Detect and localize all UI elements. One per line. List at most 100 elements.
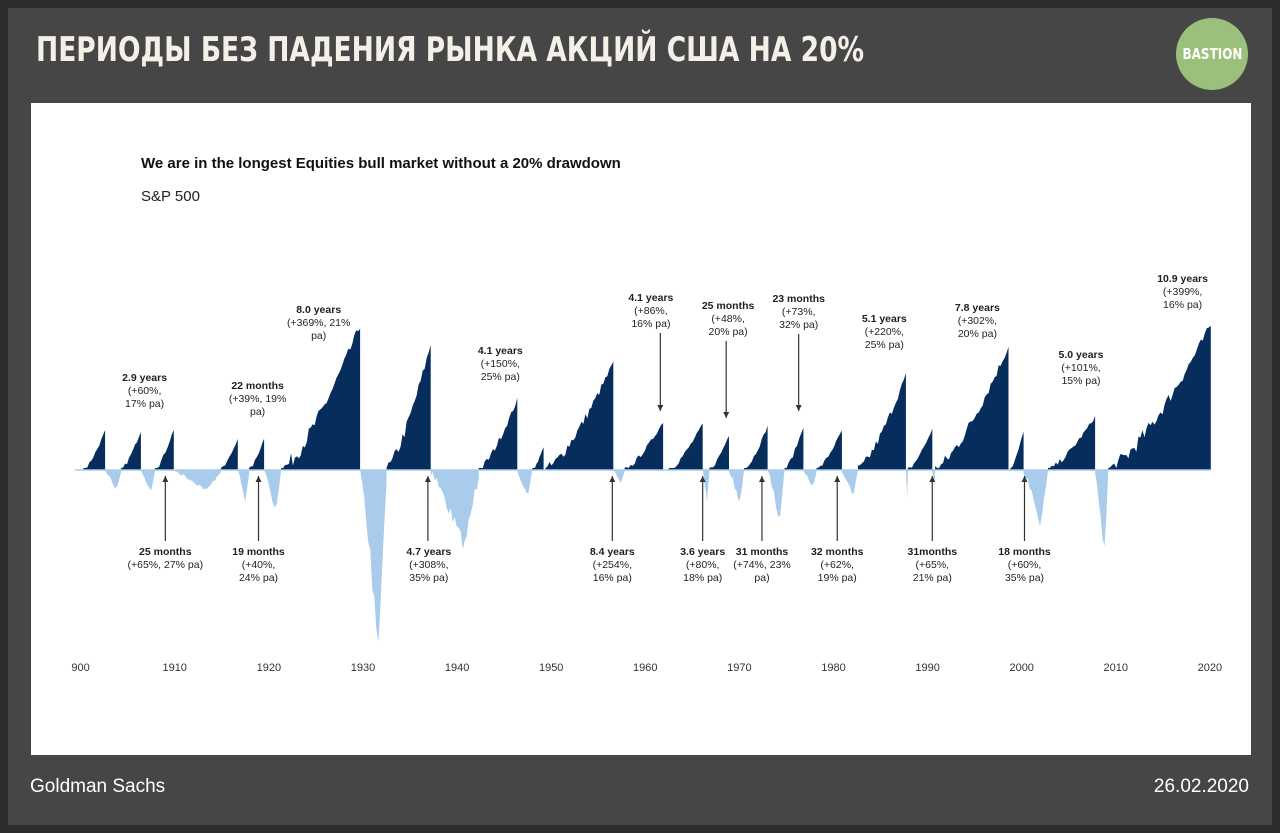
annotation-detail: 19% pa)	[818, 572, 857, 584]
bull-market-area-16	[857, 373, 906, 470]
bull-market-area-7	[478, 397, 518, 470]
x-tick-label: 2000	[1009, 662, 1033, 674]
annotation-detail: 35% pa)	[1005, 572, 1044, 584]
annotation-arrow-head	[424, 476, 431, 482]
annotation-3: 4.1 years(+150%,25% pa)	[478, 345, 523, 383]
annotation-arrow-head	[1021, 476, 1028, 482]
annotation-11: 25 months(+65%, 27% pa)	[128, 546, 204, 571]
drawdown-area-15	[932, 470, 936, 488]
annotation-duration: 23 months	[772, 293, 825, 305]
annotation-duration: 31 months	[736, 546, 789, 558]
annotation-detail: (+60%,	[128, 385, 162, 397]
annotation-detail: 15% pa)	[1061, 375, 1100, 387]
annotation-arrow-head	[929, 476, 936, 482]
drawdown-area-13	[841, 470, 858, 494]
page-title: ПЕРИОДЫ БЕЗ ПАДЕНИЯ РЫНКА АКЦИЙ США НА 2…	[36, 30, 865, 70]
bull-market-area-3	[220, 438, 238, 470]
annotation-4: 4.1 years(+86%,16% pa)	[628, 292, 673, 330]
annotation-arrow-head	[162, 476, 169, 482]
bull-market-area-8	[532, 447, 544, 470]
annotation-detail: (+399%,	[1163, 286, 1202, 298]
annotation-17: 32 months(+62%,19% pa)	[811, 546, 864, 584]
annotation-arrow-head	[699, 476, 706, 482]
x-tick-label: 1910	[162, 662, 186, 674]
annotation-detail: (+369%, 21%	[287, 317, 350, 329]
drawdown-area-2	[173, 470, 221, 490]
annotation-14: 8.4 years(+254%,16% pa)	[590, 546, 635, 584]
x-tick-label: 1980	[821, 662, 845, 674]
logo-text: BASTION	[1182, 45, 1242, 63]
bastion-logo: BASTION	[1176, 18, 1248, 90]
annotation-duration: 4.1 years	[628, 292, 673, 304]
annotation-duration: 22 months	[231, 380, 284, 392]
x-tick-label: 2010	[1104, 662, 1128, 674]
drawdown-area-16	[1023, 470, 1048, 526]
annotation-arrow-head	[609, 476, 616, 482]
drawdown-area-10	[729, 470, 745, 502]
annotation-duration: 25 months	[702, 300, 755, 312]
x-tick-label: 1960	[633, 662, 657, 674]
bull-market-area-19	[1010, 431, 1024, 470]
bull-market-area-18	[935, 346, 1009, 470]
annotation-duration: 5.1 years	[862, 313, 907, 325]
annotation-detail: (+40%,	[242, 559, 276, 571]
drawdown-area-8	[613, 470, 625, 484]
bull-market-area-15	[816, 430, 842, 470]
annotation-detail: (+302%,	[958, 315, 997, 327]
annotation-detail: 20% pa)	[709, 326, 748, 338]
annotation-16: 31 months(+74%, 23%pa)	[733, 546, 791, 584]
annotation-detail: 32% pa)	[779, 319, 818, 331]
x-tick-label: 2020	[1198, 662, 1222, 674]
bull-market-area-13	[744, 425, 768, 470]
annotation-15: 3.6 years(+80%,18% pa)	[680, 546, 725, 584]
x-tick-label: 1970	[727, 662, 751, 674]
bull-market-area-4	[249, 438, 265, 470]
annotation-duration: 18 months	[998, 546, 1051, 558]
annotation-2: 8.0 years(+369%, 21%pa)	[287, 304, 350, 342]
date-label: 26.02.2020	[1153, 776, 1249, 797]
annotation-detail: (+150%,	[481, 358, 520, 370]
sp500-chart: We are in the longest Equities bull mark…	[71, 155, 1222, 674]
annotation-duration: 4.7 years	[406, 546, 451, 558]
annotation-arrow-head	[723, 412, 730, 418]
annotation-detail: pa)	[754, 572, 769, 584]
bull-market-area-5	[281, 328, 361, 470]
annotation-detail: 25% pa)	[865, 339, 904, 351]
annotation-detail: 24% pa)	[239, 572, 278, 584]
annotation-detail: 25% pa)	[481, 371, 520, 383]
source-label: Goldman Sachs	[30, 776, 166, 797]
annotation-detail: (+48%,	[711, 313, 745, 325]
annotation-8: 7.8 years(+302%,20% pa)	[955, 302, 1000, 340]
drawdown-area-0	[105, 470, 122, 489]
annotation-detail: 21% pa)	[913, 572, 952, 584]
x-tick-label: 1940	[445, 662, 469, 674]
annotation-duration: 25 months	[139, 546, 192, 558]
annotation-0: 2.9 years(+60%,17% pa)	[122, 372, 167, 410]
drawdown-area-4	[264, 470, 282, 508]
bull-market-area-21	[1108, 325, 1211, 470]
drawdown-area-9	[702, 470, 710, 503]
annotation-detail: (+74%, 23%	[733, 559, 791, 571]
annotations: 2.9 years(+60%,17% pa)22 months(+39%, 19…	[122, 273, 1208, 584]
annotation-arrow-head	[834, 476, 841, 482]
annotation-duration: 3.6 years	[680, 546, 725, 558]
annotation-5: 25 months(+48%,20% pa)	[702, 300, 755, 338]
annotation-detail: (+65%, 27% pa)	[128, 559, 204, 571]
annotation-arrows	[162, 333, 1028, 541]
annotation-detail: (+220%,	[865, 326, 904, 338]
annotation-duration: 19 months	[232, 546, 285, 558]
annotation-6: 23 months(+73%,32% pa)	[772, 293, 825, 331]
annotation-duration: 4.1 years	[478, 345, 523, 357]
drawdown-area-14	[905, 470, 908, 500]
chart-subtitle: S&P 500	[141, 188, 200, 205]
annotation-detail: (+62%,	[820, 559, 854, 571]
x-tick-label: 900	[71, 662, 89, 674]
annotation-duration: 8.0 years	[296, 304, 341, 316]
x-tick-label: 1950	[539, 662, 563, 674]
x-axis-ticks: 900 1910 1920 1930 1940 1950 1960 1970 1980 1990 2…	[71, 662, 1222, 674]
drawdown-area-3	[237, 470, 250, 502]
bull-market-area-12	[709, 436, 729, 470]
bull-market-area-20	[1048, 415, 1096, 470]
bull-market-area-10	[624, 422, 664, 470]
annotation-detail: 17% pa)	[125, 398, 164, 410]
